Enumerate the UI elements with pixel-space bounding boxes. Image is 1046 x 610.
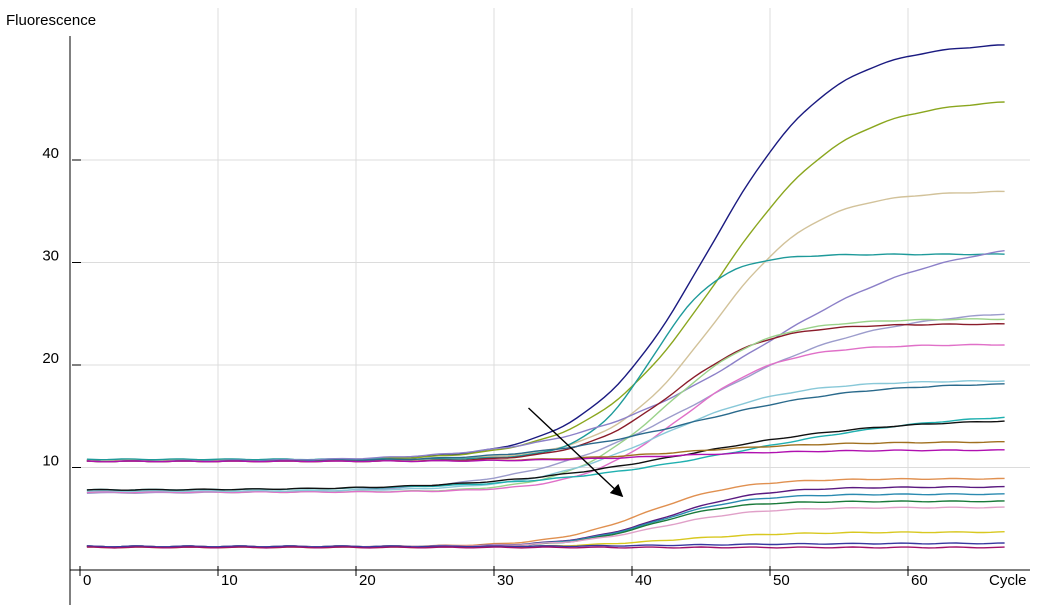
x-tick-label: 50 [773,572,790,589]
series-line [86,383,1005,463]
series-line [86,44,1005,462]
y-tick-label: 20 [42,350,59,367]
y-tick-label: 30 [42,248,59,265]
series-line [86,485,1005,548]
grid [77,8,1030,570]
annotation-arrow [528,407,624,498]
y-axis-label: Fluorescence [6,12,96,29]
x-tick-label: 30 [497,572,514,589]
series-line [86,542,1005,548]
axes: 0 10 20 30 40 50 60 10 20 30 40 [42,36,1030,605]
series-line [86,546,1005,549]
series-line [86,343,1005,494]
series-lines [86,44,1005,549]
series-line [86,101,1005,462]
series-line [86,313,1005,495]
y-tick-label: 40 [42,145,59,162]
annotations [528,407,624,498]
x-tick-label: 60 [911,572,928,589]
series-line [86,506,1005,548]
x-axis-label: Cycle [989,572,1027,589]
x-tick-label: 10 [221,572,238,589]
series-line [86,318,1005,494]
series-line [86,379,1005,493]
x-tick-label: 0 [83,572,91,589]
y-tick-label: 10 [42,453,59,470]
x-tick-label: 40 [635,572,652,589]
series-line [86,420,1005,491]
x-tick-label: 20 [359,572,376,589]
series-line [86,253,1005,461]
series-line [86,477,1005,548]
series-line [86,449,1005,463]
